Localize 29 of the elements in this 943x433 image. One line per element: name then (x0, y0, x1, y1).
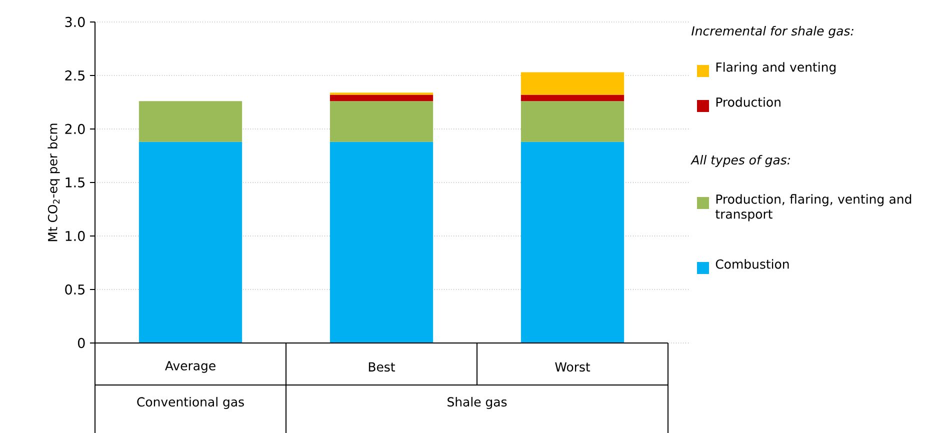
bar (520, 100, 624, 142)
legend-label: Flaring and venting (716, 62, 836, 74)
bar (138, 100, 242, 142)
y-tick-label: 1.0 (66, 230, 85, 241)
bar (520, 72, 624, 95)
x-tick-label: Best (368, 362, 395, 372)
text: Shale gas (448, 396, 507, 409)
y-tick-label: 1.5 (66, 177, 84, 188)
bar (330, 94, 434, 101)
text: Conventional gas (137, 396, 244, 409)
y-tick-label: 0 (78, 338, 85, 348)
y-tick-label: 2.5 (65, 70, 84, 80)
bar (520, 94, 624, 101)
text: All types of gas: (690, 154, 790, 167)
bar (330, 92, 434, 95)
y-axis-title: Mt CO$_{2}$-eq per bcm (48, 123, 60, 241)
y-tick-label: 0.5 (65, 284, 84, 294)
legend-label: Production (716, 96, 780, 107)
legend-label: Production, flaring, venting and transport (716, 194, 912, 221)
bar (330, 100, 434, 142)
legend-label: Combustion (716, 258, 789, 269)
x-tick-label: Worst (555, 362, 590, 372)
bar (330, 142, 434, 343)
y-tick-label: 3.0 (65, 16, 85, 27)
bar (138, 142, 242, 343)
y-tick-label: 2.0 (65, 124, 85, 134)
x-tick-label: Average (165, 360, 216, 373)
bar (520, 142, 624, 343)
text: Incremental for shale gas: (692, 26, 854, 38)
